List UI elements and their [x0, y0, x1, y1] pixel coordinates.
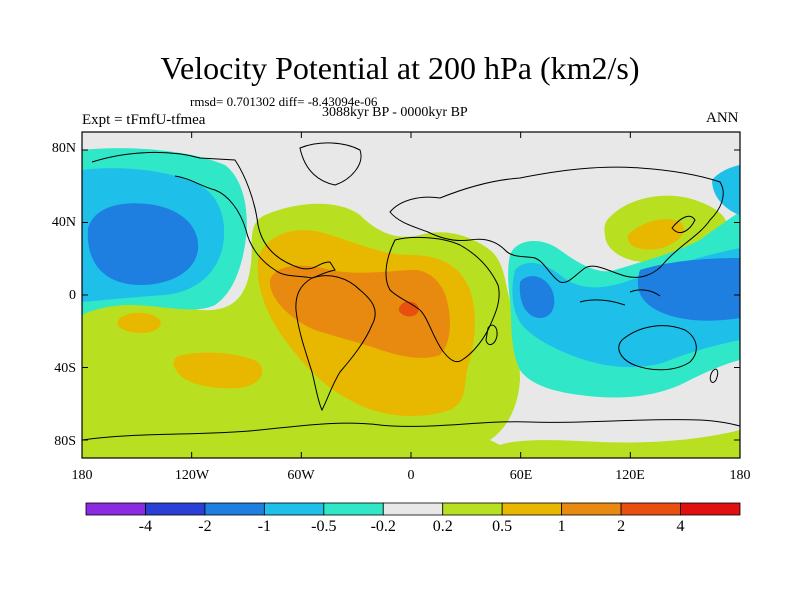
- lon-label-180e: 180: [729, 468, 751, 483]
- experiment-label: Expt = tFmfU-tfmea: [82, 112, 206, 128]
- colorbar-swatch: [204, 502, 265, 516]
- contour-negative-nw-pacific-tip: [712, 165, 740, 215]
- colorbar-label: 4: [676, 518, 685, 535]
- colorbar-swatch: [85, 502, 146, 516]
- coast-greenland: [299, 142, 362, 186]
- colorbar-swatch: [263, 502, 325, 516]
- lon-label-120e: 120E: [615, 468, 645, 483]
- coast-japan: [671, 215, 696, 233]
- colorbar: [85, 502, 741, 516]
- coast-antarctica: [82, 419, 740, 441]
- colorbar-label: -1: [257, 518, 272, 535]
- lon-label-0: 0: [407, 468, 415, 483]
- contour-positive-gold-pacific: [173, 352, 263, 389]
- contour-positive-gold-japan: [627, 219, 684, 250]
- coast-south-america: [295, 275, 376, 412]
- map-title: Velocity Potential at 200 hPa (km2/s): [160, 50, 640, 86]
- rmsd-diff-stats: rmsd= 0.701302 diff= -8.43094e-06: [190, 94, 378, 109]
- contour-field: [82, 132, 740, 458]
- colorbar-swatch: [501, 502, 563, 516]
- colorbar-swatch: [442, 502, 503, 516]
- axis-ticks: [81, 132, 741, 458]
- colorbar-label: 2: [617, 518, 626, 535]
- coast-europe-asia: [389, 166, 724, 284]
- lon-label-180w: 180: [71, 468, 93, 483]
- lat-label-80n: 80N: [51, 141, 76, 156]
- lon-label-120w: 120W: [174, 468, 210, 483]
- lon-label-60w: 60W: [287, 468, 315, 483]
- colorbar-label: -2: [198, 518, 212, 535]
- time-period-label: 3088kyr BP - 0000kyr BP: [322, 105, 468, 120]
- colorbar-label: 0.2: [432, 518, 453, 535]
- contour-negative-indopacific-core-west: [519, 276, 555, 318]
- colorbar-label: 1: [557, 518, 566, 535]
- colorbar-label: -4: [138, 518, 153, 535]
- coast-australia: [618, 325, 697, 371]
- colorbar-label: 0.5: [492, 518, 513, 535]
- lon-label-60e: 60E: [509, 468, 533, 483]
- season-label: ANN: [706, 110, 739, 126]
- colorbar-swatch: [382, 502, 444, 516]
- contour-negative-indopacific-core-east: [637, 258, 740, 321]
- lat-label-0: 0: [69, 288, 76, 303]
- colorbar-swatch: [145, 502, 206, 516]
- contour-negative-east-pacific-core: [87, 203, 199, 285]
- coastlines: [82, 142, 740, 441]
- colorbar-label: -0.2: [370, 518, 396, 535]
- coast-nz: [709, 368, 719, 383]
- colorbar-swatch: [680, 502, 741, 516]
- lat-label-80s: 80S: [54, 434, 76, 449]
- lat-label-40s: 40S: [54, 361, 76, 376]
- lat-label-40n: 40N: [51, 215, 76, 230]
- coast-indonesia: [579, 289, 661, 306]
- coast-africa: [385, 236, 500, 363]
- colorbar-swatch: [561, 502, 622, 516]
- colorbar-label: -0.5: [311, 518, 337, 535]
- coast-madagascar: [485, 324, 498, 346]
- contour-positive-orange: [269, 265, 450, 358]
- colorbar-swatch: [323, 502, 384, 516]
- contour-positive-gold-sw-pacific: [117, 312, 161, 334]
- colorbar-swatch: [620, 502, 681, 516]
- coast-north-america: [91, 151, 336, 279]
